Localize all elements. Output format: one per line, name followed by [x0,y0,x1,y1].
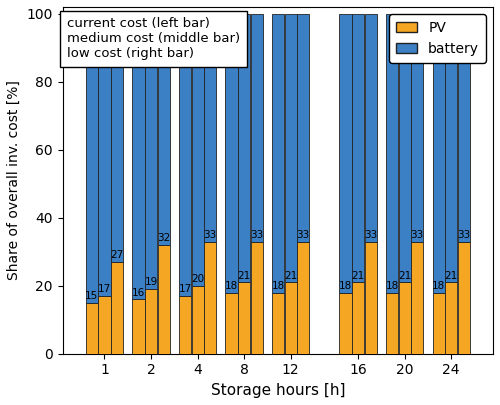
Bar [226,14,237,292]
Text: 21: 21 [238,271,250,281]
Bar [398,14,410,282]
Text: 33: 33 [410,230,424,240]
Bar [132,299,144,354]
Text: 18: 18 [272,281,284,291]
Bar [386,292,398,354]
Text: 33: 33 [457,230,470,240]
Text: 18: 18 [432,281,445,291]
Text: current cost (left bar)
medium cost (middle bar)
low cost (right bar): current cost (left bar) medium cost (mid… [67,17,240,60]
Text: 27: 27 [110,250,124,260]
Bar [192,286,203,354]
Bar [238,14,250,282]
Bar [411,241,424,354]
Text: 18: 18 [225,281,238,291]
Bar [364,241,376,354]
Bar [98,14,110,296]
Text: 17: 17 [98,284,111,294]
Bar [386,14,398,292]
Bar [297,14,309,241]
Text: 32: 32 [157,233,170,243]
Bar [411,14,424,241]
Bar [132,14,144,299]
Text: 20: 20 [191,274,204,284]
Bar [432,14,444,292]
Text: 33: 33 [296,230,310,240]
Bar [145,289,157,354]
Bar [340,14,351,292]
Text: 19: 19 [144,277,158,288]
Bar [272,14,284,292]
Bar [272,292,284,354]
Bar [98,296,110,354]
Bar [145,14,157,289]
Text: 15: 15 [86,291,98,301]
Bar [445,282,457,354]
Text: 16: 16 [132,288,145,298]
Bar [364,14,376,241]
Text: 33: 33 [250,230,264,240]
Bar [192,14,203,286]
Bar [297,241,309,354]
Bar [352,282,364,354]
Bar [204,241,216,354]
Text: 21: 21 [444,271,458,281]
Bar [204,14,216,241]
Text: 17: 17 [178,284,192,294]
Bar [158,245,170,354]
Text: 21: 21 [352,271,364,281]
Bar [238,282,250,354]
Y-axis label: Share of overall inv. cost [%]: Share of overall inv. cost [%] [7,81,21,280]
Text: 18: 18 [339,281,352,291]
Text: 33: 33 [364,230,378,240]
Bar [158,14,170,245]
Bar [458,14,470,241]
Bar [340,292,351,354]
Bar [179,14,191,296]
Bar [445,14,457,282]
Bar [352,14,364,282]
Bar [86,303,98,354]
Bar [432,292,444,354]
Text: 33: 33 [204,230,216,240]
Bar [250,14,262,241]
Bar [226,292,237,354]
Bar [398,282,410,354]
Text: 18: 18 [386,281,398,291]
Text: 21: 21 [398,271,411,281]
Bar [86,14,98,303]
Bar [111,14,123,262]
Legend: PV, battery: PV, battery [390,14,486,63]
Bar [179,296,191,354]
Text: 21: 21 [284,271,297,281]
Bar [111,262,123,354]
Bar [458,241,470,354]
Bar [284,14,296,282]
X-axis label: Storage hours [h]: Storage hours [h] [210,383,345,398]
Bar [250,241,262,354]
Bar [284,282,296,354]
